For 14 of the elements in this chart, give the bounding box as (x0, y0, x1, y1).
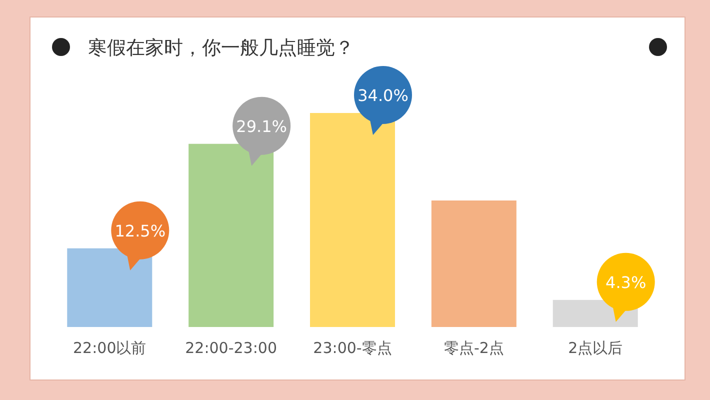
x-tick-label: 23:00-零点 (313, 339, 392, 357)
x-tick-label: 零点-2点 (444, 339, 504, 357)
data-label: 29.1% (236, 116, 287, 136)
x-tick-label: 2点以后 (568, 339, 623, 357)
bar (188, 144, 274, 327)
x-tick-label: 22:00以前 (73, 339, 146, 357)
data-label: 34.0% (358, 86, 408, 105)
data-label: 4.3% (606, 272, 646, 292)
chart-title: 寒假在家时，你一般几点睡觉？ (88, 37, 354, 59)
data-label: 12.5% (114, 221, 166, 240)
x-tick-label: 22:00-23:00 (185, 339, 278, 357)
bar (67, 248, 152, 327)
bar (431, 200, 516, 327)
bar (310, 113, 395, 327)
